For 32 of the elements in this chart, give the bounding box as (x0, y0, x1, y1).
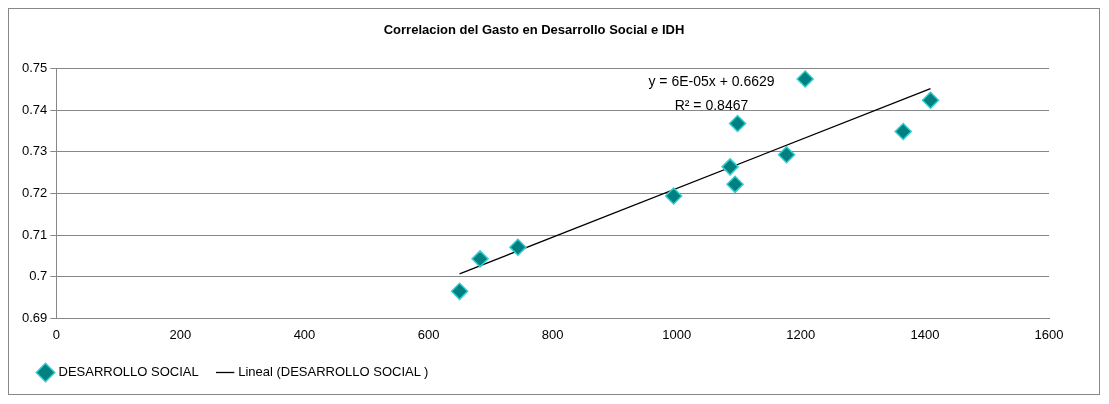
y-tick-label: 0.71 (21, 226, 48, 242)
x-tick-label: 600 (417, 326, 440, 342)
y-tick-label: 0.7 (29, 268, 48, 284)
point (664, 187, 683, 205)
x-tick-label: 800 (541, 326, 564, 342)
annotation: R² = 0.8467 (674, 97, 749, 114)
legend-label: DESARROLLO SOCIAL (58, 364, 199, 380)
point (509, 238, 527, 256)
y-tick-label: 0.72 (21, 185, 48, 201)
point (728, 114, 747, 133)
point (894, 122, 912, 141)
point (796, 70, 814, 88)
point (721, 158, 739, 176)
x-tick-label: 1400 (910, 326, 940, 342)
y-tick-label: 0.69 (21, 309, 48, 325)
x-tick-label: 1600 (1034, 326, 1064, 342)
point (471, 250, 489, 268)
point (921, 91, 940, 109)
x-tick-label: 1200 (786, 326, 816, 342)
legend-label: Lineal (DESARROLLO SOCIAL ) (238, 364, 429, 380)
y-tick-label: 0.74 (21, 101, 48, 117)
point (726, 175, 744, 194)
y-tick-label: 0.73 (21, 143, 48, 159)
x-tick-label: 1000 (662, 326, 692, 342)
x-tick-label: 400 (293, 326, 316, 342)
x-tick-label: 200 (169, 326, 192, 342)
y-tick-label: 0.75 (21, 60, 48, 76)
point (450, 282, 469, 301)
annotation: y = 6E-05x + 0.6629 (648, 73, 775, 90)
chart-title: Correlacion del Gasto en Desarrollo Social e IDH (383, 22, 685, 38)
point (777, 146, 796, 164)
x-tick-label: 0 (52, 326, 60, 342)
